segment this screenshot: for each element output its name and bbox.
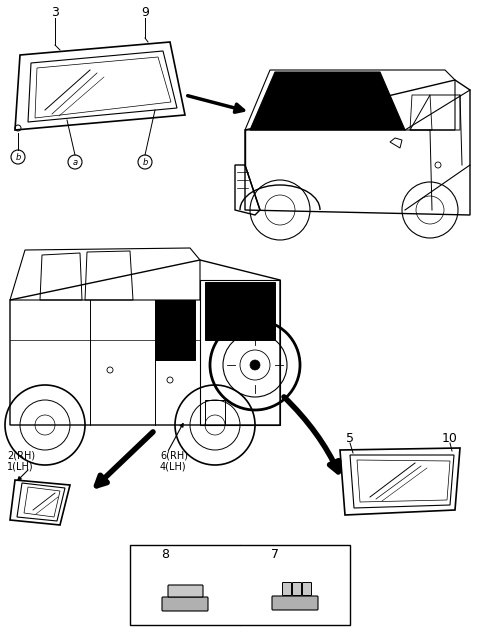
Polygon shape <box>205 282 275 340</box>
FancyBboxPatch shape <box>168 585 203 597</box>
FancyBboxPatch shape <box>272 596 318 610</box>
FancyBboxPatch shape <box>292 583 301 596</box>
Text: 4(LH): 4(LH) <box>160 461 187 471</box>
Circle shape <box>11 150 25 164</box>
Circle shape <box>246 549 258 561</box>
FancyBboxPatch shape <box>302 583 312 596</box>
Text: 6(RH): 6(RH) <box>160 450 188 460</box>
Circle shape <box>68 155 82 169</box>
Text: 5: 5 <box>346 431 354 445</box>
Text: 3: 3 <box>51 6 59 19</box>
Bar <box>130 545 350 625</box>
Polygon shape <box>250 72 405 130</box>
FancyBboxPatch shape <box>162 597 208 611</box>
Text: a: a <box>72 157 78 167</box>
Text: 1(LH): 1(LH) <box>7 461 34 471</box>
Text: 7: 7 <box>271 548 279 562</box>
Text: b: b <box>142 157 148 167</box>
Polygon shape <box>155 300 195 360</box>
Text: 2(RH): 2(RH) <box>7 450 35 460</box>
Text: a: a <box>139 551 144 560</box>
Text: b: b <box>15 153 21 162</box>
Text: 9: 9 <box>141 6 149 19</box>
Circle shape <box>250 360 260 370</box>
Text: b: b <box>249 551 255 560</box>
Text: 10: 10 <box>442 431 458 445</box>
Text: 8: 8 <box>161 548 169 562</box>
FancyBboxPatch shape <box>283 583 291 596</box>
Circle shape <box>136 549 148 561</box>
Circle shape <box>138 155 152 169</box>
